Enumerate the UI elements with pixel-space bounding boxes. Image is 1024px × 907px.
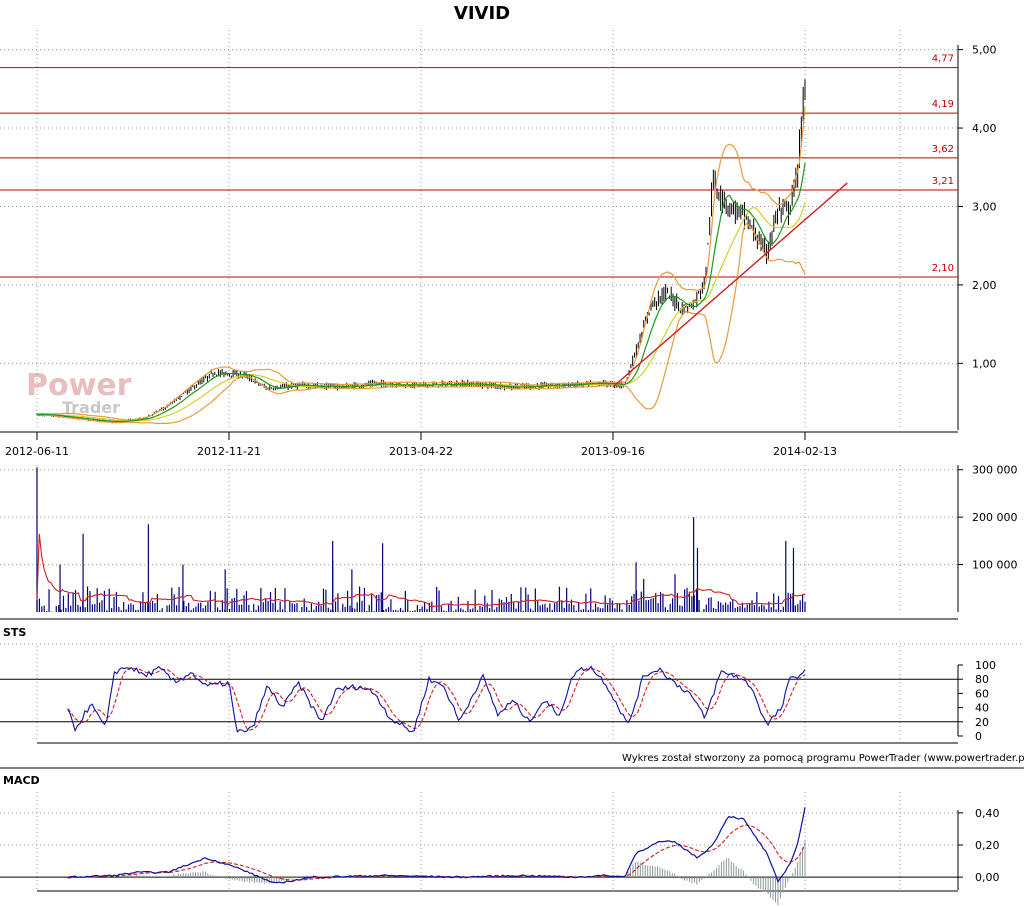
macd-line [67,807,806,884]
sts-y-tick-label: 20 [975,716,989,729]
volume-y-tick-label: 300 000 [972,464,1018,477]
volume-average [36,533,806,608]
watermark-power: Power [26,368,132,403]
macd-histogram [69,840,806,906]
sts-y-tick-label: 100 [975,659,996,672]
sts-y-tick-label: 40 [975,702,989,715]
sts-y-tick-label: 0 [975,730,982,743]
price-y-tick-label: 4,00 [972,122,997,135]
moving-average-short [36,163,806,423]
volume-y-tick-label: 100 000 [972,559,1018,572]
price-level-label: 4,19 [932,99,954,110]
date-tick-label: 2012-06-11 [5,445,69,458]
macd-y-tick-label: 0,20 [975,839,1000,852]
bollinger-lower [36,222,806,425]
watermark-trader: Trader [62,398,120,417]
sts-d-line [67,667,806,731]
volume-y-tick-label: 200 000 [972,511,1018,524]
credit-text: Wykres został stworzony za pomocą progra… [622,753,1024,764]
volume-panel: 100 000 200 000 300 000 [0,464,1018,620]
price-level-label: 3,62 [932,144,954,155]
volume-bars [36,467,806,612]
macd-panel: MACD 0,00 0,20 0,40 [0,774,1000,906]
macd-label: MACD [3,774,40,787]
chart-title: VIVID [454,3,510,24]
sts-y-tick-label: 80 [975,673,989,686]
price-y-tick-label: 5,00 [972,44,997,57]
date-tick-label: 2013-09-16 [581,445,645,458]
date-tick-label: 2014-02-13 [773,445,837,458]
price-level-label: 3,21 [932,176,954,187]
price-y-tick-label: 3,00 [972,200,997,213]
sts-k-line [67,665,806,733]
watermark: Power Trader [26,368,132,417]
price-level-label: 2,10 [932,263,954,274]
date-tick-label: 2012-11-21 [197,445,261,458]
macd-y-tick-label: 0,40 [975,807,1000,820]
price-y-tick-label: 2,00 [972,279,997,292]
price-y-tick-label: 1,00 [972,357,997,370]
sts-label: STS [3,626,26,639]
price-level-label: 4,77 [932,54,954,65]
price-panel: 1,00 2,00 3,00 4,00 5,00 2012-06-11 2012-11-21… [0,30,997,458]
macd-signal-line [67,824,806,881]
macd-y-tick-label: 0,00 [975,871,1000,884]
bollinger-upper [36,106,806,421]
trendline [612,182,848,388]
date-tick-label: 2013-04-22 [389,445,453,458]
sts-y-tick-label: 60 [975,687,989,700]
